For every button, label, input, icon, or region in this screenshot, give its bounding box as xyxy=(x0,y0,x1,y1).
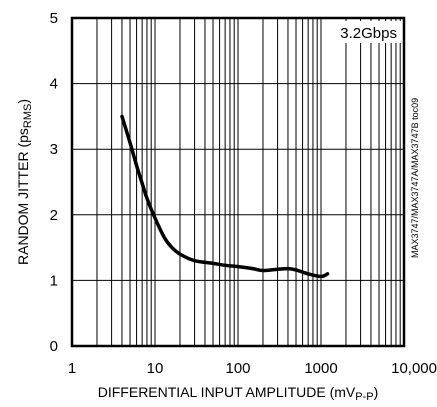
y-tick-label: 2 xyxy=(50,207,58,224)
y-axis-title-main: RANDOM JITTER (ps xyxy=(15,128,31,265)
grid-lines xyxy=(71,17,405,347)
x-tick-label: 10 xyxy=(147,360,164,377)
x-tick-label: 10,000 xyxy=(391,360,437,377)
annotation-box xyxy=(326,21,402,43)
jitter-curve xyxy=(120,114,330,279)
y-axis-title-close: ) xyxy=(15,99,31,104)
series-layer xyxy=(120,114,330,279)
part-number-label: MAX3747/MAX3747A/MAX3747B toc09 xyxy=(410,98,420,258)
y-axis-title: RANDOM JITTER (psRMS) xyxy=(15,99,34,265)
x-tick-label: 1000 xyxy=(304,360,337,377)
y-tick-label: 5 xyxy=(50,10,58,27)
y-tick-label: 1 xyxy=(50,272,58,289)
x-tick-label: 100 xyxy=(225,360,250,377)
x-axis-title-sub: P-P xyxy=(355,391,373,403)
y-tick-label: 3 xyxy=(50,141,58,158)
annotation-label: 3.2Gbps xyxy=(340,25,397,42)
y-axis-title-sub: RMS xyxy=(22,104,34,128)
y-tick-label: 4 xyxy=(50,76,58,93)
x-axis-title-main: DIFFERENTIAL INPUT AMPLITUDE (mV xyxy=(98,384,356,400)
x-tick-label: 1 xyxy=(68,360,76,377)
x-axis-title: DIFFERENTIAL INPUT AMPLITUDE (mVP-P) xyxy=(98,384,379,403)
plot-frame xyxy=(70,16,406,348)
x-axis-title-close: ) xyxy=(374,384,379,400)
y-tick-label: 0 xyxy=(50,338,58,355)
